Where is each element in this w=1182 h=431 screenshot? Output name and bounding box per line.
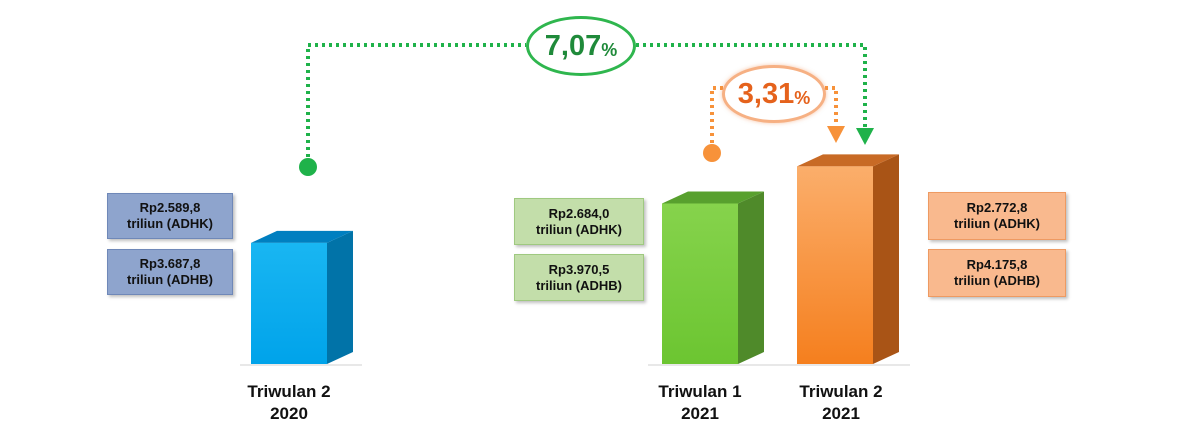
growth-qoq-value: 3,31 xyxy=(737,77,795,110)
bar-top-face xyxy=(662,191,764,204)
bar-3 xyxy=(797,154,899,364)
value-box-adhk-bar-2: Rp2.684,0 triliun (ADHK) xyxy=(514,198,644,245)
category-line1: Triwulan 1 xyxy=(658,382,742,401)
connector-arrowhead xyxy=(856,128,874,145)
value-adhk-unit: triliun (ADHK) xyxy=(536,221,622,237)
value-adhk-amount: Rp2.772,8 xyxy=(966,200,1028,215)
connector-line-yoy xyxy=(306,43,526,157)
bar-side-face xyxy=(327,230,353,364)
value-adhk-amount: Rp2.589,8 xyxy=(139,200,201,215)
bar-2 xyxy=(662,191,764,364)
connector-start-dot xyxy=(703,144,721,162)
growth-yoy-unit: % xyxy=(601,39,618,60)
bar-side-face xyxy=(738,191,764,364)
connector-line-qoq xyxy=(825,86,838,126)
bar-top-face xyxy=(251,230,353,243)
value-adhk-unit: triliun (ADHK) xyxy=(954,216,1040,231)
value-box-adhk-bar-1: Rp2.589,8 triliun (ADHK) xyxy=(107,193,233,239)
category-label-1: Triwulan 2 2020 xyxy=(219,381,359,425)
bars-group xyxy=(251,154,899,364)
value-adhb-unit: triliun (ADHB) xyxy=(127,272,213,287)
bar-front-face xyxy=(797,166,873,364)
connector-start-dot xyxy=(299,158,317,176)
value-adhk-unit: triliun (ADHK) xyxy=(127,216,213,231)
bar-front-face xyxy=(662,203,738,364)
value-adhb-unit: triliun (ADHB) xyxy=(536,277,622,293)
growth-yoy-value: 7,07 xyxy=(544,29,602,62)
value-box-adhb-bar-3: Rp4.175,8 triliun (ADHB) xyxy=(928,249,1066,297)
value-box-adhb-bar-1: Rp3.687,8 triliun (ADHB) xyxy=(107,249,233,295)
value-adhb-amount: Rp3.687,8 xyxy=(139,256,201,271)
growth-bubble-yoy: 7,07 % xyxy=(526,16,636,76)
category-line2: 2020 xyxy=(270,404,308,423)
growth-bubble-qoq: 3,31 % xyxy=(722,65,826,123)
value-adhb-amount: Rp3.970,5 xyxy=(548,261,610,277)
bar-front-face xyxy=(251,242,327,364)
growth-qoq-unit: % xyxy=(794,87,811,108)
growth-connectors xyxy=(299,43,874,176)
category-line1: Triwulan 2 xyxy=(799,382,883,401)
value-adhb-unit: triliun (ADHB) xyxy=(954,273,1040,288)
category-line2: 2021 xyxy=(681,404,719,423)
value-box-adhk-bar-3: Rp2.772,8 triliun (ADHK) xyxy=(928,192,1066,240)
category-label-3: Triwulan 2 2021 xyxy=(771,381,911,425)
value-adhk-amount: Rp2.684,0 xyxy=(548,205,610,221)
category-line2: 2021 xyxy=(822,404,860,423)
bar-1 xyxy=(251,230,353,364)
category-line1: Triwulan 2 xyxy=(247,382,331,401)
bar-side-face xyxy=(873,154,899,364)
bar-top-face xyxy=(797,154,899,167)
category-label-2: Triwulan 1 2021 xyxy=(630,381,770,425)
connector-arrowhead xyxy=(827,126,845,143)
value-box-adhb-bar-2: Rp3.970,5 triliun (ADHB) xyxy=(514,254,644,301)
value-adhb-amount: Rp4.175,8 xyxy=(966,257,1028,272)
